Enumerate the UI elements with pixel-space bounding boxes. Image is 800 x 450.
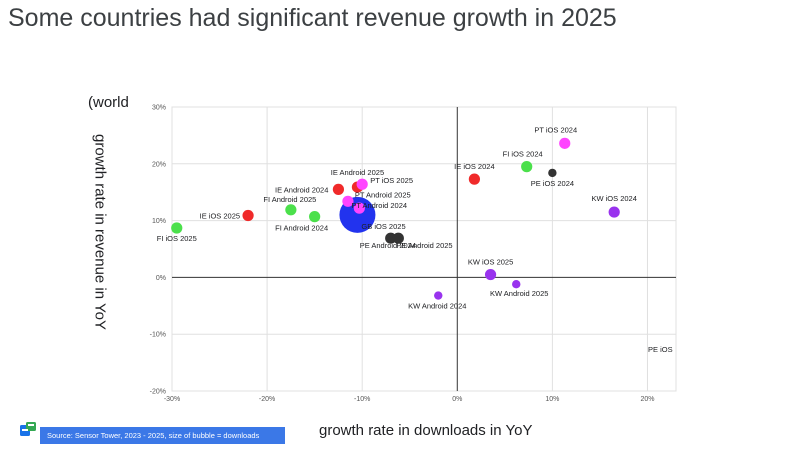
- point-label-ie-ios-2024: IE iOS 2024: [454, 162, 494, 171]
- y-tick-label: 10%: [152, 218, 166, 225]
- point-ie-android-2024: [332, 183, 345, 195]
- point-pt-android-2024: [353, 202, 365, 214]
- x-tick-label: 0%: [452, 396, 462, 403]
- y-tick-label: 0%: [156, 275, 166, 282]
- point-fi-android-2024: [309, 211, 321, 223]
- point-pe-ios-2024: [548, 168, 557, 178]
- point-pt-ios-2025: [356, 178, 368, 190]
- point-label-pe-ios: PE iOS: [648, 345, 673, 354]
- point-fi-ios-2024: [521, 161, 533, 173]
- page-title: Some countries had significant revenue g…: [8, 4, 617, 32]
- point-label-fi-android-2025: FI Android 2025: [263, 195, 316, 204]
- point-label-pt-android-2025: PT Android 2025: [355, 190, 411, 199]
- point-label-kw-ios-2025: KW iOS 2025: [468, 258, 513, 267]
- point-label-pt-android-2024: PT Android 2024: [351, 201, 407, 210]
- point-label-pt-ios-2025: PT iOS 2025: [370, 176, 413, 185]
- x-tick-label: -20%: [259, 396, 275, 403]
- point-label-ie-ios-2025: IE iOS 2025: [200, 211, 240, 220]
- source-note: Source: Sensor Tower, 2023 - 2025, size …: [40, 427, 285, 444]
- x-tick-label: 20%: [640, 396, 654, 403]
- y-tick-label: 20%: [152, 161, 166, 168]
- point-pt-ios-2024: [559, 137, 571, 149]
- point-label-fi-ios-2025: FI iOS 2025: [157, 234, 197, 243]
- x-tick-label: -10%: [354, 396, 370, 403]
- point-pt-android-2025: [342, 195, 354, 207]
- point-label-fi-android-2024: FI Android 2024: [275, 224, 328, 233]
- point-label-pe-android-2025: PE Android 2025: [396, 241, 452, 250]
- point-label-kw-android-2025: KW Android 2025: [490, 289, 548, 298]
- y-tick-label: -20%: [150, 389, 166, 396]
- x-tick-label: 10%: [545, 396, 559, 403]
- point-pe-android-2025: [392, 232, 404, 244]
- point-fi-ios-2025: [171, 222, 183, 234]
- point-label-pe-android-2024: PE Android 2024: [360, 241, 416, 250]
- point-label-kw-android-2024: KW Android 2024: [408, 302, 466, 311]
- point-label-fi-ios-2024: FI iOS 2024: [503, 150, 543, 159]
- y-tick-label: 30%: [152, 105, 166, 112]
- point-kw-ios-2024: [608, 206, 620, 218]
- google-slides-logo-icon: [20, 422, 36, 436]
- point-kw-android-2024: [434, 291, 443, 300]
- point-ie-ios-2024: [468, 173, 480, 185]
- point-ie-ios-2025: [242, 209, 254, 222]
- point-label-kw-ios-2024: KW iOS 2024: [591, 194, 636, 203]
- point-label-ie-android-2025: IE Android 2025: [331, 168, 384, 177]
- y-tick-label: -10%: [150, 332, 166, 339]
- point-fi-android-2025: [285, 204, 297, 216]
- x-tick-label: -30%: [164, 396, 180, 403]
- point-kw-android-2025: [512, 280, 521, 289]
- x-axis-label: growth rate in downloads in YoY: [319, 422, 533, 439]
- side-note: (world: [88, 94, 129, 111]
- point-label-pe-ios-2024: PE iOS 2024: [531, 179, 574, 188]
- point-label-pt-ios-2024: PT iOS 2024: [534, 125, 577, 134]
- point-label-gb-ios-2025: GB iOS 2025: [361, 222, 405, 231]
- point-kw-ios-2025: [484, 268, 497, 281]
- point-label-ie-android-2024: IE Android 2024: [275, 185, 328, 194]
